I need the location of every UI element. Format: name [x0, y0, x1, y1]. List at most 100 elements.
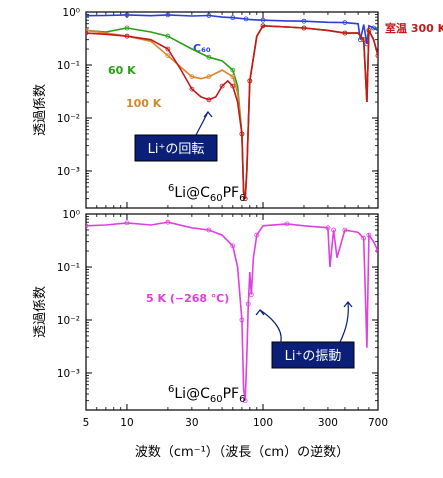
- annotation-box: [134, 134, 218, 162]
- y-tick-label: 10⁰: [62, 209, 80, 221]
- series-point: [284, 221, 290, 227]
- series-point: [239, 131, 245, 137]
- series-point: [260, 23, 266, 29]
- y-axis-title: 透過係数: [33, 84, 48, 136]
- annotation-arrow: [259, 309, 282, 346]
- x-tick-label: 100: [253, 417, 273, 429]
- y-tick-label: 10⁻²: [57, 113, 80, 125]
- series-point: [124, 12, 130, 18]
- series-point: [242, 196, 248, 202]
- annotation-text: Li⁺の回転: [148, 142, 205, 157]
- x-tick-label: 30: [185, 417, 198, 429]
- series-point: [371, 25, 377, 31]
- series-point: [375, 53, 378, 59]
- series-point: [230, 83, 236, 89]
- series-point: [86, 223, 89, 229]
- compound-part-pre: 6: [168, 384, 174, 395]
- y-axis-title: 透過係数: [33, 286, 48, 338]
- annotation-arrowhead: [203, 111, 213, 118]
- series-point: [86, 13, 89, 19]
- series-point: [331, 227, 337, 233]
- series-line-0: [86, 221, 378, 401]
- series-point: [242, 398, 248, 404]
- compound-part-a: Li@C: [174, 386, 210, 402]
- y-tick-label: 10⁻²: [57, 315, 80, 327]
- series-point: [124, 220, 130, 226]
- compound-part-b: PF: [223, 185, 240, 201]
- series-point: [361, 37, 367, 43]
- series-point: [247, 78, 253, 84]
- series-point: [248, 292, 254, 298]
- series-label: 室温 300 K: [385, 21, 443, 35]
- series-point: [165, 33, 171, 39]
- y-tick-label: 10⁻³: [57, 166, 80, 178]
- series-point: [375, 248, 378, 254]
- series-point: [243, 16, 249, 22]
- series-point: [301, 25, 307, 31]
- series-point: [230, 74, 236, 80]
- series-label: 5 K (−268 ℃): [146, 292, 229, 305]
- annotation-arrowhead: [343, 301, 353, 308]
- compound-part-sub2: 6: [239, 193, 245, 204]
- series-point: [366, 27, 372, 33]
- series-label: 100 K: [126, 97, 162, 110]
- series-point: [86, 30, 89, 36]
- series-point: [165, 53, 171, 59]
- series-point: [325, 225, 331, 231]
- series-point: [245, 301, 251, 307]
- series-point: [254, 232, 260, 238]
- chart-panel-2: 10⁰ 10⁻¹ 10⁻² 10⁻³ 5 10 30 100 300 700 透過係数 5 K (−2…: [33, 209, 388, 460]
- series-point: [206, 74, 212, 80]
- annotation-arrow: [339, 301, 349, 343]
- series-point: [206, 227, 212, 233]
- compound-label: 6Li@C60PF6: [168, 384, 245, 405]
- x-tick-label: 5: [83, 417, 90, 429]
- series-point: [206, 54, 212, 60]
- series-point: [165, 46, 171, 52]
- y-tick-label: 10⁻³: [57, 368, 80, 380]
- series-point: [260, 17, 266, 23]
- y-tick-label: 10⁰: [62, 7, 80, 19]
- compound-part-a: Li@C: [174, 185, 210, 201]
- series-point: [124, 33, 130, 39]
- series-point: [86, 28, 89, 33]
- series-point: [165, 219, 171, 225]
- series-point: [301, 18, 307, 24]
- series-point: [165, 12, 171, 18]
- compound-part-sub2: 6: [239, 394, 245, 405]
- x-tick-label: 10: [120, 417, 133, 429]
- series-point: [342, 227, 348, 233]
- series-point: [239, 317, 245, 323]
- series-point: [219, 83, 225, 89]
- series-point: [206, 13, 212, 18]
- series-line-1: [86, 24, 378, 199]
- series-point: [342, 20, 348, 26]
- annotation-text: Li⁺の振動: [285, 349, 342, 364]
- x-axis-title: 波数（cm⁻¹）（波長（cm）の逆数）: [135, 444, 349, 460]
- compound-label: 6Li@C60PF6: [168, 183, 245, 204]
- annotation-arrow: [195, 111, 209, 136]
- series-point: [357, 37, 363, 43]
- series-point: [230, 67, 236, 73]
- annotation-box: [271, 341, 355, 369]
- series-point: [230, 243, 236, 249]
- series-point: [206, 97, 212, 103]
- series-point: [342, 30, 348, 36]
- x-tick-label: 700: [368, 417, 388, 429]
- compound-part-b: PF: [223, 386, 240, 402]
- series-point: [361, 235, 367, 241]
- series-point: [230, 15, 236, 21]
- compound-part-pre: 6: [168, 183, 174, 194]
- y-tick-label: 10⁻¹: [57, 262, 80, 274]
- series-line-2: [86, 24, 378, 199]
- plot-frame: [85, 213, 379, 411]
- compound-part-sub1: 60: [210, 193, 223, 204]
- compound-part-sub1: 60: [210, 394, 223, 405]
- series-point: [189, 86, 195, 92]
- series-line-3: [86, 24, 378, 199]
- annotation-arrowhead: [255, 309, 265, 316]
- series-line-0: [86, 14, 378, 45]
- series-point: [124, 25, 130, 31]
